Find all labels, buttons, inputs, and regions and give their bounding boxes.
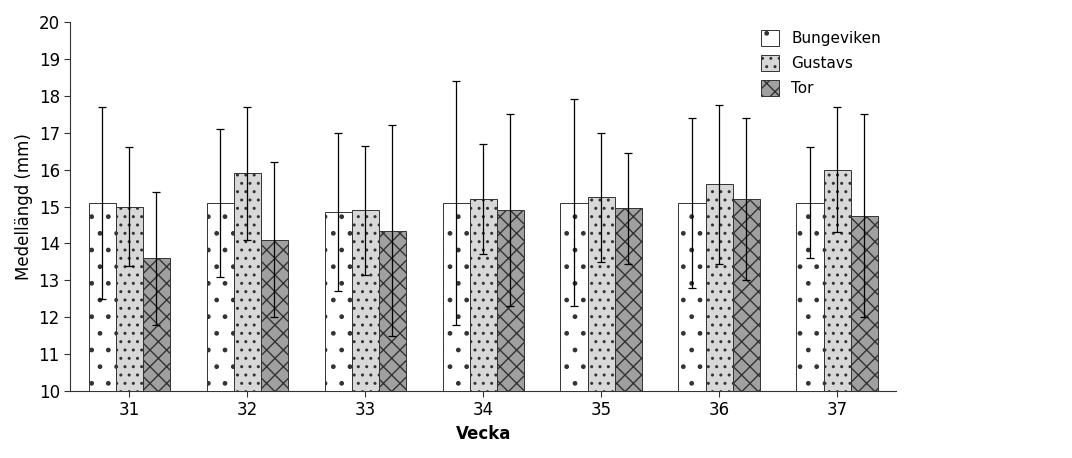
Bar [207, 203, 234, 391]
Bar [587, 197, 614, 391]
Bar [116, 207, 143, 391]
Bar [143, 258, 170, 391]
Bar [234, 173, 260, 391]
Bar [705, 185, 733, 391]
Bar [679, 203, 705, 391]
Bar [796, 203, 823, 391]
Bar [325, 212, 352, 391]
Legend: Bungeviken, Gustavs, Tor: Bungeviken, Gustavs, Tor [753, 22, 889, 104]
Y-axis label: Medellängd (mm): Medellängd (mm) [15, 133, 33, 280]
X-axis label: Vecka: Vecka [456, 425, 511, 443]
Bar [561, 203, 587, 391]
Bar [89, 203, 116, 391]
Bar [470, 199, 496, 391]
Bar [733, 199, 760, 391]
Bar [823, 169, 851, 391]
Bar [260, 240, 288, 391]
Bar [443, 203, 470, 391]
Bar [851, 216, 878, 391]
Bar [614, 208, 642, 391]
Bar [496, 210, 524, 391]
Bar [352, 210, 378, 391]
Bar [378, 230, 406, 391]
